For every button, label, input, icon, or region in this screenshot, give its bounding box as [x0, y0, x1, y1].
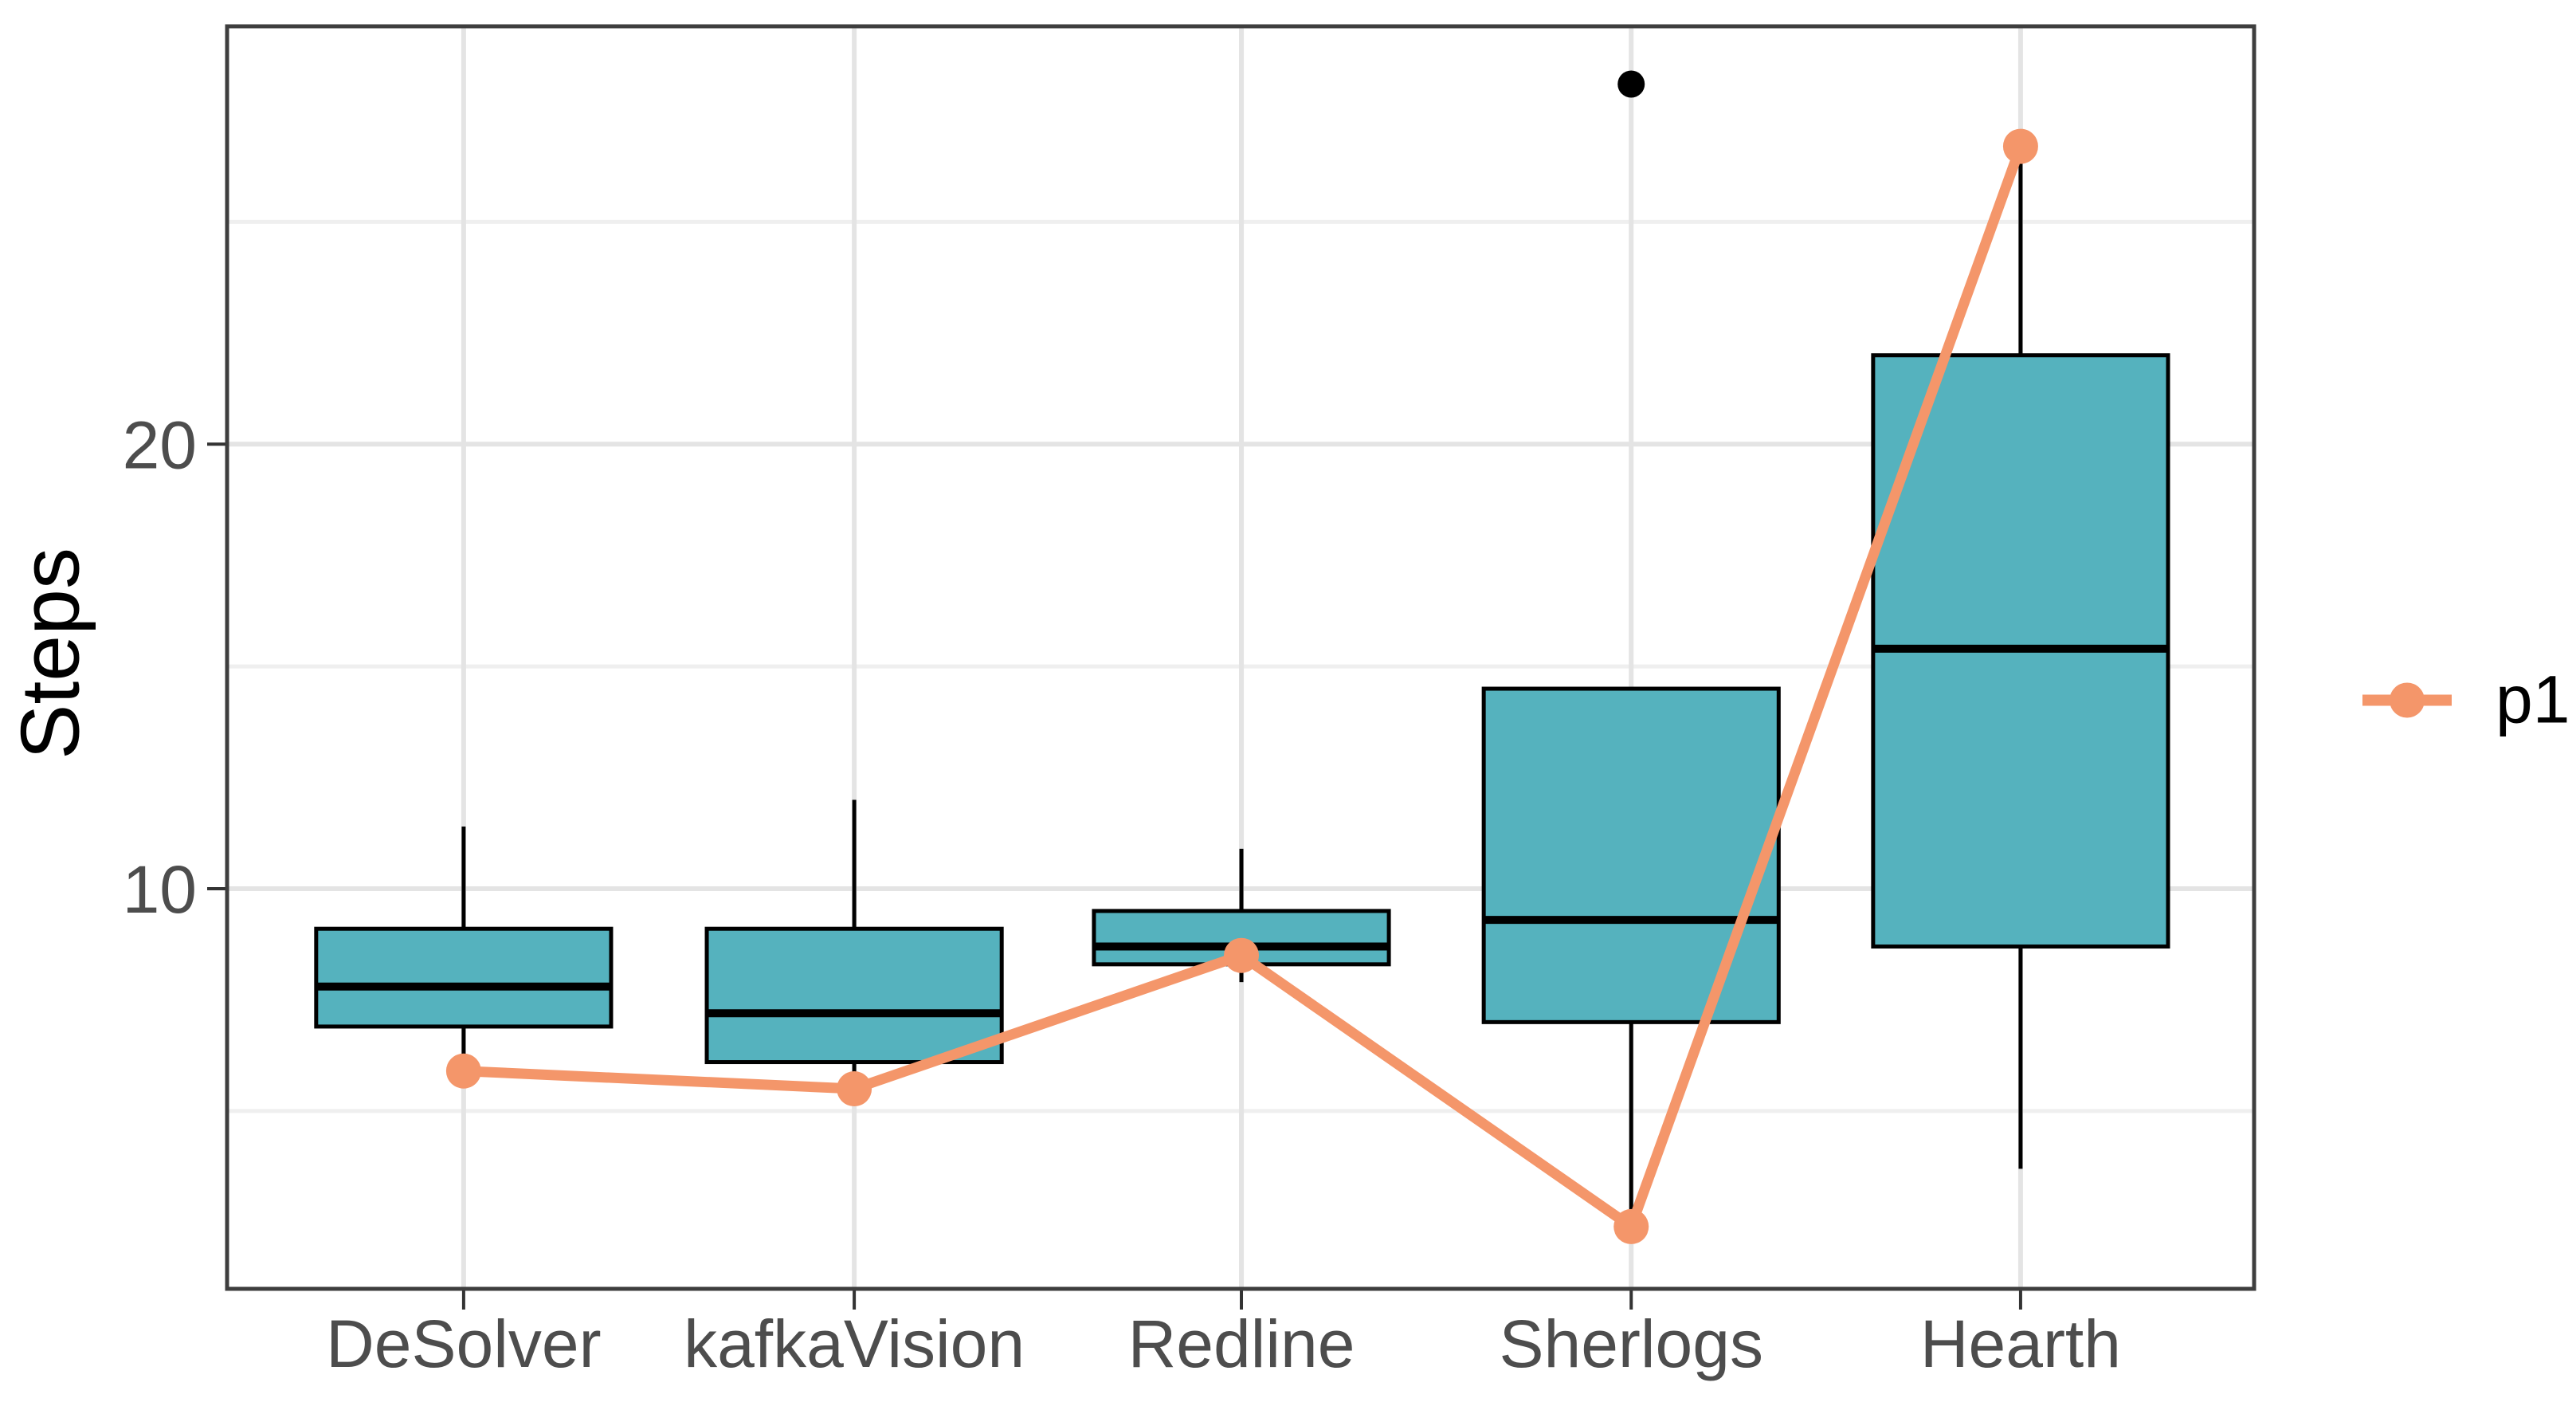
x-category-label: Sherlogs — [1499, 1306, 1763, 1381]
series-point — [1224, 937, 1260, 973]
legend-key — [2360, 676, 2454, 724]
series-point — [445, 1053, 481, 1089]
y-tick-label: 10 — [123, 852, 197, 927]
series-point — [2002, 128, 2038, 164]
box — [314, 926, 614, 1029]
x-category-label: Redline — [1128, 1306, 1355, 1381]
x-category-label: Hearth — [1920, 1306, 2121, 1381]
y-axis-title: Steps — [4, 548, 97, 760]
series-point — [1613, 1208, 1649, 1244]
x-category-label: kafkaVision — [684, 1306, 1025, 1381]
legend: p1 — [2360, 662, 2570, 739]
box — [704, 926, 1004, 1065]
box — [1481, 686, 1781, 1024]
series-point — [837, 1071, 872, 1107]
outlier-point — [1617, 70, 1645, 98]
y-tick-label: 20 — [123, 407, 197, 482]
legend-label: p1 — [2496, 662, 2570, 737]
panel-border — [225, 24, 2256, 1291]
legend-key-dot-icon — [2390, 682, 2425, 717]
x-category-label: DeSolver — [326, 1306, 601, 1381]
